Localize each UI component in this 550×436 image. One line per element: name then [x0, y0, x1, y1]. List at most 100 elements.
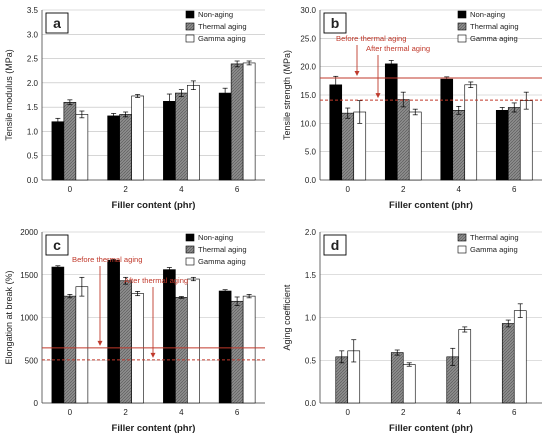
y-tick-label: 1.5	[27, 103, 39, 112]
bar-non-aging	[384, 63, 398, 181]
y-tick-label: 10.0	[300, 119, 316, 128]
x-tick-label: 6	[235, 408, 240, 417]
y-tick-label: 2.0	[305, 228, 317, 237]
panel-letter: b	[331, 15, 340, 31]
y-tick-label: 25.0	[300, 34, 316, 43]
bar-non-aging	[495, 110, 509, 181]
bar-thermal-aging	[119, 280, 132, 404]
x-axis-label: Filler content (phr)	[112, 423, 196, 434]
legend-swatch	[185, 10, 195, 19]
y-tick-label: 1.5	[305, 271, 317, 280]
y-tick-label: 1.0	[27, 127, 39, 136]
bar-gamma-aging	[464, 84, 478, 181]
y-tick-label: 1500	[20, 271, 38, 280]
panel-letter-box	[45, 234, 69, 256]
x-tick-label: 0	[346, 408, 351, 417]
legend-swatch	[185, 257, 195, 266]
legend-label: Thermal aging	[198, 245, 247, 254]
y-tick-label: 2000	[20, 228, 38, 237]
x-tick-label: 6	[512, 185, 517, 194]
legend-label: Thermal aging	[470, 233, 519, 242]
bar-gamma-aging	[519, 100, 533, 181]
arrow-head	[354, 71, 360, 76]
bar-gamma-aging	[458, 329, 472, 404]
x-axis-label: Filler content (phr)	[112, 200, 196, 211]
bar-thermal-aging	[230, 300, 244, 404]
panel-letter-box	[45, 12, 69, 34]
legend-label: Non-aging	[470, 10, 505, 19]
y-tick-label: 2.5	[27, 55, 39, 64]
x-tick-label: 2	[123, 185, 128, 194]
bar-thermal-aging	[63, 295, 77, 404]
y-tick-label: 1.0	[305, 314, 317, 323]
bar-non-aging	[218, 92, 232, 181]
panel-c: 0 500 1000 1500 2000 0 2 4 6 Before thermal aging…	[4, 228, 265, 434]
y-tick-label: 0.0	[305, 176, 317, 185]
legend-label: Gamma aging	[470, 34, 518, 43]
bar-gamma-aging	[75, 114, 89, 181]
panel-letter: c	[53, 237, 61, 253]
x-tick-label: 4	[457, 185, 462, 194]
arrow-head	[97, 340, 103, 346]
reference-label: Before thermal aging	[72, 255, 143, 264]
bar-non-aging	[163, 101, 176, 181]
panel-letter-box	[323, 234, 347, 256]
bar-non-aging	[218, 290, 232, 404]
panel-letter-box	[323, 12, 347, 34]
x-axis-label: Filler content (phr)	[389, 200, 473, 211]
bar-thermal-aging	[501, 323, 515, 404]
legend-label: Gamma aging	[198, 34, 246, 43]
bar-thermal-aging	[452, 110, 466, 181]
bar-gamma-aging	[187, 84, 200, 181]
y-tick-label: 0.0	[305, 399, 317, 408]
y-tick-label: 20.0	[300, 63, 316, 72]
bar-thermal-aging	[390, 352, 404, 404]
bar-thermal-aging	[175, 297, 188, 404]
x-tick-label: 6	[235, 185, 240, 194]
legend-label: Non-aging	[198, 233, 233, 242]
bar-non-aging	[51, 266, 65, 404]
legend-label: Gamma aging	[198, 257, 246, 266]
x-tick-label: 6	[512, 408, 517, 417]
legend-swatch	[457, 22, 467, 31]
panel-b: 0.0 5.0 10.0 15.0 20.0 25.0 30.0 0 2 4 6 Before the…	[282, 6, 542, 211]
legend-label: Thermal aging	[470, 22, 519, 31]
bar-non-aging	[440, 78, 454, 181]
legend-label: Non-aging	[198, 10, 233, 19]
bar-gamma-aging	[75, 286, 89, 404]
x-tick-label: 0	[68, 408, 73, 417]
y-tick-label: 15.0	[300, 91, 316, 100]
reference-label: After thermal aging	[124, 276, 188, 285]
bar-gamma-aging	[131, 95, 144, 181]
legend-label: Thermal aging	[198, 22, 247, 31]
reference-label: Before thermal aging	[336, 34, 407, 43]
bar-non-aging	[329, 84, 343, 181]
legend-swatch	[457, 10, 467, 19]
bar-gamma-aging	[513, 310, 527, 404]
y-tick-label: 3.5	[27, 6, 39, 15]
bar-non-aging	[107, 259, 120, 404]
y-tick-label: 0.0	[27, 176, 39, 185]
y-tick-label: 5.0	[305, 148, 317, 157]
y-tick-label: 0.5	[305, 356, 317, 365]
x-tick-label: 4	[179, 408, 184, 417]
bar-gamma-aging	[187, 278, 200, 404]
y-tick-label: 2.0	[27, 79, 39, 88]
x-tick-label: 2	[401, 408, 406, 417]
x-tick-label: 0	[68, 185, 73, 194]
x-tick-label: 0	[346, 185, 351, 194]
legend-swatch	[457, 233, 467, 242]
y-axis-label: Aging coefficient	[282, 284, 292, 350]
x-tick-label: 2	[123, 408, 128, 417]
legend-swatch	[185, 34, 195, 43]
y-tick-label: 1000	[20, 314, 38, 323]
panel-letter: a	[53, 15, 61, 31]
bar-thermal-aging	[396, 99, 410, 181]
legend-swatch	[457, 245, 467, 254]
legend-label: Gamma aging	[470, 245, 518, 254]
arrow-head	[150, 352, 156, 358]
x-axis-label: Filler content (phr)	[389, 423, 473, 434]
x-tick-label: 4	[179, 185, 184, 194]
bar-thermal-aging	[119, 114, 132, 181]
